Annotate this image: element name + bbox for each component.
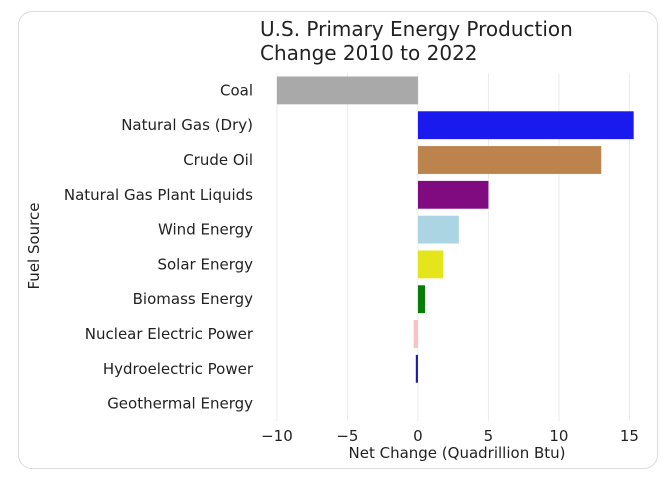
y-tick-label-8: Hydroelectric Power [103, 360, 254, 378]
bar-5 [417, 250, 444, 279]
y-tick-label-0: Coal [220, 81, 253, 99]
bar-4 [417, 215, 459, 244]
bar-8 [415, 354, 418, 383]
y-tick-label-2: Crude Oil [183, 151, 253, 169]
bar-7 [413, 320, 418, 348]
y-tick-label-7: Nuclear Electric Power [85, 325, 254, 343]
chart-title-line-2: Change 2010 to 2022 [260, 41, 478, 65]
x-tick-label-1: −5 [336, 427, 358, 445]
x-tick-label-4: 10 [549, 427, 568, 445]
x-tick-label-2: 0 [413, 427, 423, 445]
x-tick-label-3: 5 [484, 427, 494, 445]
bar-3 [417, 180, 489, 209]
y-tick-label-1: Natural Gas (Dry) [121, 116, 253, 134]
x-tick-label-0: −10 [261, 427, 293, 445]
y-tick-label-3: Natural Gas Plant Liquids [64, 186, 253, 204]
x-axis-label: Net Change (Quadrillion Btu) [349, 444, 566, 462]
bar-6 [417, 285, 425, 314]
bar-0 [276, 76, 418, 105]
y-tick-label-9: Geothermal Energy [107, 395, 253, 413]
chart-title-line-1: U.S. Primary Energy Production [260, 17, 573, 41]
x-tick-label-5: 15 [620, 427, 639, 445]
bar-1 [417, 111, 634, 140]
y-tick-label-5: Solar Energy [157, 255, 253, 273]
y-tick-label-6: Biomass Energy [133, 290, 253, 308]
y-axis-label: Fuel Source [25, 203, 43, 290]
bar-2 [417, 146, 602, 174]
y-tick-label-4: Wind Energy [158, 221, 253, 239]
